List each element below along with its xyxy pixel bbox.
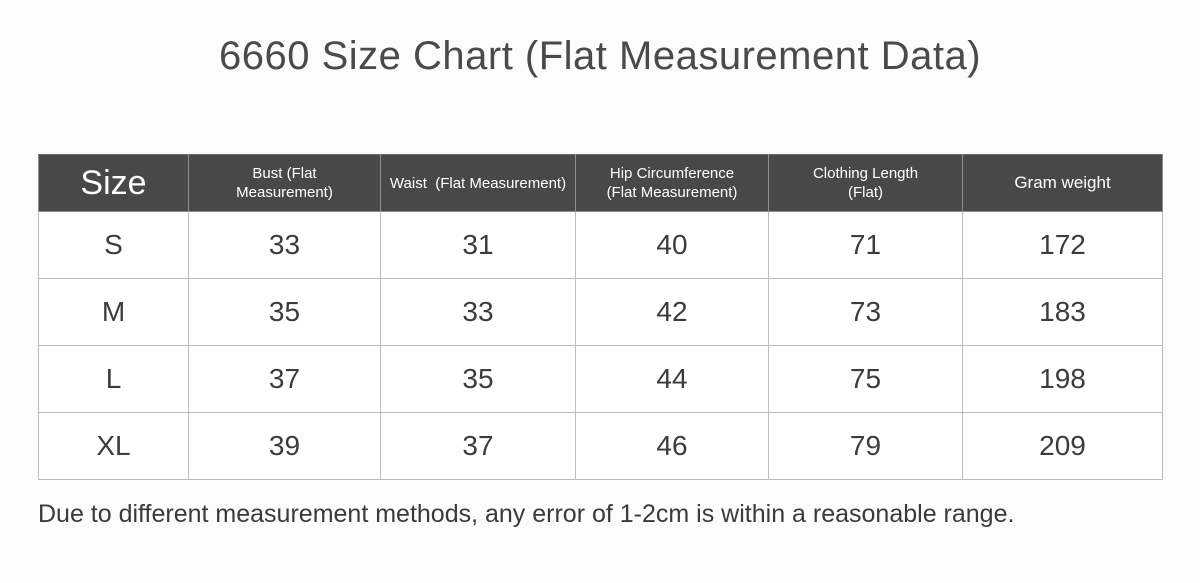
col-header-gram-weight-label: Gram weight bbox=[1014, 172, 1111, 192]
size-cell: S bbox=[38, 211, 189, 279]
hip-cell: 40 bbox=[575, 211, 769, 279]
size-chart-table: Size Bust (Flat Measurement) Waist (Flat… bbox=[38, 154, 1163, 480]
gram-weight-cell: 209 bbox=[962, 412, 1163, 480]
length-cell: 71 bbox=[768, 211, 963, 279]
gram-weight-cell: 183 bbox=[962, 278, 1163, 346]
size-cell: L bbox=[38, 345, 189, 413]
length-cell: 79 bbox=[768, 412, 963, 480]
length-cell: 73 bbox=[768, 278, 963, 346]
hip-cell: 44 bbox=[575, 345, 769, 413]
waist-cell: 33 bbox=[380, 278, 576, 346]
bust-cell: 35 bbox=[188, 278, 381, 346]
bust-cell: 33 bbox=[188, 211, 381, 279]
col-header-size: Size bbox=[38, 154, 189, 212]
waist-cell: 31 bbox=[380, 211, 576, 279]
table-row-l: L 37 35 44 75 198 bbox=[38, 345, 1163, 413]
col-header-waist: Waist (Flat Measurement) bbox=[380, 154, 576, 212]
hip-cell: 42 bbox=[575, 278, 769, 346]
col-header-length: Clothing Length (Flat) bbox=[768, 154, 963, 212]
col-header-length-line2: (Flat) bbox=[848, 184, 883, 201]
hip-cell: 46 bbox=[575, 412, 769, 480]
table-row-m: M 35 33 42 73 183 bbox=[38, 278, 1163, 346]
col-header-hip: Hip Circumference (Flat Measurement) bbox=[575, 154, 769, 212]
length-cell: 75 bbox=[768, 345, 963, 413]
size-cell: M bbox=[38, 278, 189, 346]
col-header-hip-line2: (Flat Measurement) bbox=[606, 184, 738, 201]
waist-cell: 37 bbox=[380, 412, 576, 480]
col-header-size-label: Size bbox=[80, 163, 147, 202]
col-header-hip-line1: Hip Circumference bbox=[609, 164, 735, 182]
gram-weight-cell: 198 bbox=[962, 345, 1163, 413]
gram-weight-cell: 172 bbox=[962, 211, 1163, 279]
size-chart-page: 6660 Size Chart (Flat Measurement Data) … bbox=[0, 34, 1200, 583]
table-row-s: S 33 31 40 71 172 bbox=[38, 211, 1163, 279]
col-header-bust-line1: Bust (Flat bbox=[252, 164, 317, 182]
col-header-gram-weight: Gram weight bbox=[962, 154, 1163, 212]
bust-cell: 37 bbox=[188, 345, 381, 413]
measurement-tolerance-note: Due to different measurement methods, an… bbox=[38, 500, 1015, 528]
col-header-length-line1: Clothing Length bbox=[812, 164, 919, 182]
size-cell: XL bbox=[38, 412, 189, 480]
page-title: 6660 Size Chart (Flat Measurement Data) bbox=[218, 34, 982, 78]
col-header-waist-label: Waist (Flat Measurement) bbox=[389, 174, 567, 192]
bust-cell: 39 bbox=[188, 412, 381, 480]
col-header-bust-line2: Measurement) bbox=[236, 184, 333, 201]
col-header-bust: Bust (Flat Measurement) bbox=[188, 154, 381, 212]
waist-cell: 35 bbox=[380, 345, 576, 413]
table-header-row: Size Bust (Flat Measurement) Waist (Flat… bbox=[38, 154, 1163, 212]
table-row-xl: XL 39 37 46 79 209 bbox=[38, 412, 1163, 480]
